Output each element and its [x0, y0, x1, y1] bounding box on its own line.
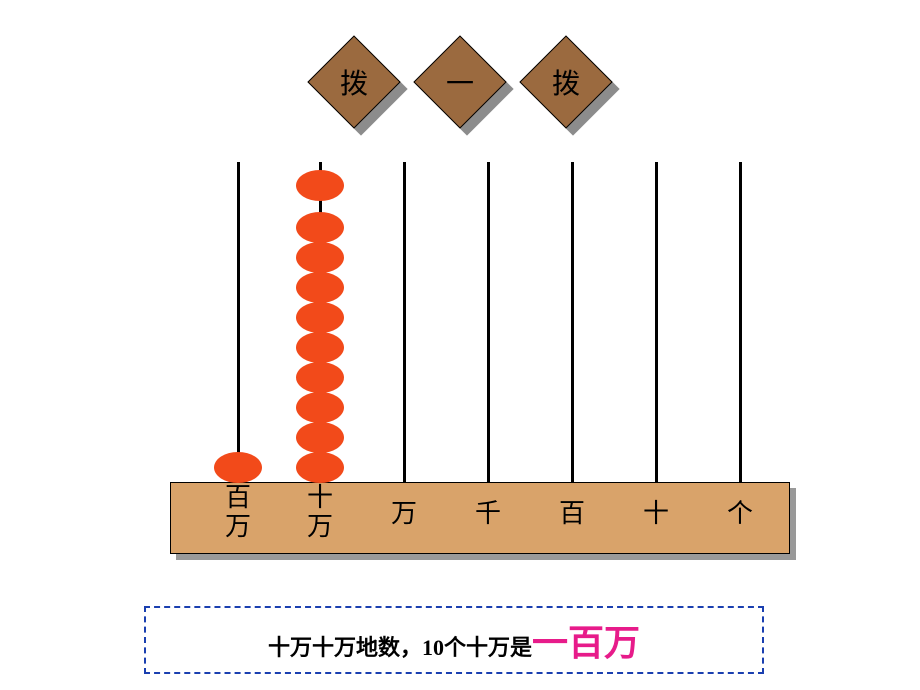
rod-line	[655, 162, 658, 482]
title-diamond-label-2: 拨	[522, 38, 610, 126]
bead	[296, 452, 344, 483]
bead	[296, 332, 344, 363]
place-label-1: 十万	[305, 484, 335, 541]
bead	[296, 422, 344, 453]
title-diamond-label-1: 一	[416, 38, 504, 126]
bead	[296, 272, 344, 303]
rod-line	[571, 162, 574, 482]
caption-small-text: 十万十万地数，10个十万是	[268, 630, 532, 662]
place-label-2: 万	[384, 500, 424, 529]
place-label-3: 千	[468, 500, 508, 529]
bead	[296, 212, 344, 243]
bead	[296, 362, 344, 393]
rod-line	[237, 162, 240, 482]
bead	[296, 302, 344, 333]
rod-line	[487, 162, 490, 482]
place-label-6: 个	[720, 500, 760, 529]
bead	[214, 452, 262, 483]
title-diamond-2: 拨	[522, 38, 610, 126]
title-diamond-1: 一	[416, 38, 504, 126]
bead	[296, 170, 344, 201]
bead	[296, 242, 344, 273]
title-diamond-row: 拨一拨	[0, 38, 920, 126]
caption-big-text: 一百万	[532, 614, 640, 666]
place-label-5: 十	[636, 500, 676, 529]
rod-line	[739, 162, 742, 482]
bead	[296, 392, 344, 423]
title-diamond-0: 拨	[310, 38, 398, 126]
rod-line	[403, 162, 406, 482]
place-label-0: 百万	[223, 484, 253, 541]
place-label-4: 百	[552, 500, 592, 529]
caption-box: 十万十万地数，10个十万是 一百万	[144, 606, 764, 674]
title-diamond-label-0: 拨	[310, 38, 398, 126]
